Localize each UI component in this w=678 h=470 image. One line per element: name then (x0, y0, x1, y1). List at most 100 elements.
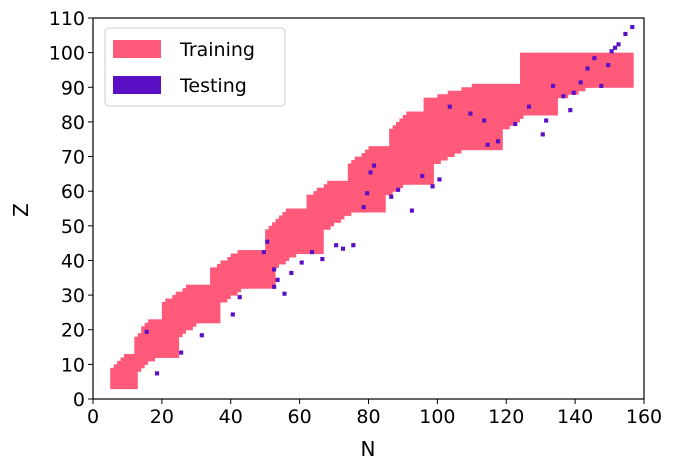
training-cell (396, 121, 514, 126)
training-cell (520, 80, 634, 85)
training-cell (265, 246, 324, 251)
training-cell (520, 73, 634, 78)
training-cell (272, 222, 335, 227)
x-axis-label: N (361, 437, 376, 461)
x-tick-label: 20 (150, 406, 174, 428)
training-cell (134, 343, 180, 348)
training-cell (134, 340, 180, 345)
testing-cell (420, 173, 425, 179)
training-cell (306, 201, 386, 206)
y-tick-label: 10 (61, 354, 85, 376)
training-cell (423, 104, 558, 109)
y-axis-label: Z (9, 203, 33, 217)
training-cell (306, 194, 386, 199)
training-cell (137, 333, 183, 338)
training-cell (227, 256, 290, 261)
training-cell (210, 267, 276, 272)
testing-cell (309, 250, 315, 255)
legend-label-testing: Testing (179, 75, 247, 97)
training-cell (306, 198, 386, 203)
legend: Training Testing (104, 27, 286, 107)
training-cell (354, 156, 448, 161)
training-cell (361, 153, 455, 158)
testing-cell (630, 24, 635, 30)
x-tick-label: 60 (288, 406, 312, 428)
training-cell (313, 191, 393, 196)
testing-cell (623, 31, 628, 37)
training-cell (389, 142, 503, 147)
testing-cell (272, 267, 277, 272)
training-cell (161, 312, 221, 317)
x-tick-label: 0 (87, 406, 99, 428)
testing-cell (340, 246, 346, 251)
training-cell (134, 336, 180, 341)
testing-cell (368, 170, 373, 175)
y-tick-label: 80 (61, 112, 85, 134)
training-cell (141, 329, 186, 334)
legend-label-training: Training (179, 39, 255, 61)
training-cell (461, 87, 586, 92)
training-cell (230, 253, 297, 258)
training-cell (265, 239, 324, 244)
testing-cell (540, 132, 545, 137)
training-cell (110, 381, 138, 386)
testing-cell (289, 270, 294, 276)
training-cell (165, 298, 228, 303)
training-cell (182, 288, 242, 293)
testing-cell (468, 111, 473, 116)
y-tick-label: 0 (73, 389, 85, 411)
testing-cell (361, 205, 366, 210)
training-cell (351, 160, 441, 164)
y-tick-label: 110 (49, 8, 85, 30)
testing-cell (430, 184, 435, 189)
legend-swatch-testing (113, 76, 161, 94)
training-cell (161, 305, 221, 310)
y-tick-label: 60 (61, 181, 85, 203)
y-tick-label: 40 (61, 250, 85, 272)
x-tick-label: 80 (356, 406, 380, 428)
training-cell (447, 90, 579, 95)
testing-cell (578, 80, 583, 85)
training-cell (389, 139, 503, 144)
y-tick-label: 30 (61, 285, 85, 307)
testing-cell (447, 104, 452, 109)
training-cell (520, 59, 634, 64)
x-tick-label: 120 (488, 406, 524, 428)
x-axis: 0 20 40 60 80 100 120 140 160 (87, 399, 662, 428)
y-tick-label: 20 (61, 320, 85, 342)
testing-cell (179, 350, 184, 355)
training-cell (389, 132, 503, 137)
training-cell (210, 270, 276, 275)
training-cell (275, 218, 341, 223)
testing-cell (365, 191, 370, 196)
legend-swatch-training (113, 40, 161, 58)
training-cell (365, 149, 462, 154)
testing-cell (485, 142, 490, 147)
y-axis: 0 10 20 30 40 50 60 70 80 90 100 110 (49, 8, 93, 411)
training-cell (210, 277, 276, 282)
testing-cell (544, 118, 549, 123)
testing-cell (571, 90, 576, 95)
testing-cell (409, 208, 414, 213)
x-tick-label: 140 (557, 406, 593, 428)
testing-cell (334, 243, 339, 248)
training-cell (216, 263, 279, 268)
training-cell (265, 229, 324, 234)
testing-cell (154, 371, 160, 376)
testing-cell (282, 291, 287, 296)
training-cell (347, 166, 434, 171)
testing-cell (320, 256, 325, 262)
y-tick-label: 70 (61, 147, 85, 169)
training-cell (399, 118, 521, 123)
testing-cell (526, 104, 532, 109)
testing-cell (616, 42, 621, 47)
training-cell (265, 243, 324, 248)
training-cell (323, 184, 403, 189)
training-cell (141, 326, 193, 331)
training-cell (347, 170, 434, 175)
testing-cell (396, 187, 401, 192)
testing-cell (551, 83, 556, 88)
training-cell (161, 308, 221, 313)
y-tick-label: 50 (61, 216, 85, 238)
